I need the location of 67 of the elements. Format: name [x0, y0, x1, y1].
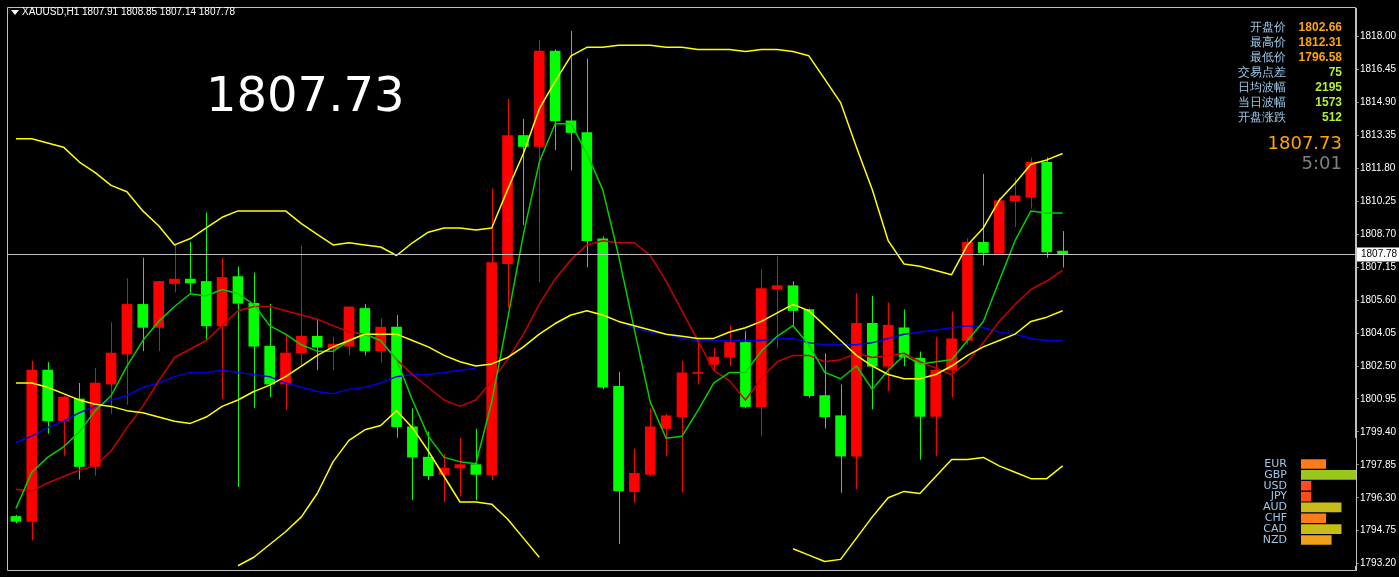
chart-title: XAUUSD,H1 1807.91 1808.85 1807.14 1807.78 [22, 6, 235, 17]
annotation: 1807.73 [206, 66, 405, 122]
annotation: 交易点差 [1238, 65, 1286, 79]
y-tick-label: AUD [1262, 500, 1287, 514]
candlestick [1057, 230, 1068, 268]
y-tick-label: 1816.45 [1360, 63, 1397, 75]
candlestick [185, 241, 196, 294]
annotation: 1812.31 [1298, 35, 1342, 49]
y-tick-label: 1804.05 [1360, 326, 1397, 338]
annotation: 最低价 [1250, 50, 1286, 64]
y-tick-label: 1794.75 [1360, 524, 1397, 536]
candlestick [819, 352, 831, 429]
y-tick-label: 1808.70 [1360, 228, 1397, 240]
y-tick-label: 1800.95 [1360, 392, 1397, 404]
candlestick [311, 319, 323, 371]
bar [1301, 459, 1327, 469]
candlestick [771, 255, 783, 349]
annotation: 2195 [1315, 80, 1342, 94]
candlestick [518, 118, 529, 226]
bar [1301, 524, 1342, 534]
candlestick [629, 448, 640, 504]
candlestick [137, 257, 149, 352]
bar [1301, 535, 1332, 545]
y-tick-label: GBP [1264, 467, 1288, 481]
y-tick-label: 1793.20 [1360, 557, 1397, 569]
y-tick-label: 1818.00 [1360, 30, 1397, 42]
ref-line-label: 1807.78 [1361, 248, 1398, 260]
candlestick [169, 243, 180, 294]
candlestick [724, 324, 735, 367]
candlestick [708, 347, 720, 371]
candlestick [454, 437, 466, 497]
annotation: 当日波幅 [1238, 95, 1286, 109]
bar [1301, 470, 1356, 480]
y-tick-label: 1797.85 [1360, 458, 1397, 470]
candlestick [470, 428, 482, 501]
candlestick [1009, 177, 1021, 228]
y-tick-label: NZD [1262, 532, 1287, 546]
y-tick-label: 1810.25 [1360, 195, 1397, 207]
candlestick [977, 173, 989, 267]
y-tick-label: 1811.80 [1360, 162, 1396, 174]
annotation: 512 [1321, 110, 1342, 124]
annotation: 1796.58 [1298, 50, 1342, 64]
candlestick [296, 245, 307, 367]
y-tick-label: 1805.60 [1360, 293, 1397, 305]
candlestick [692, 341, 704, 386]
annotation: 开盘涨跌 [1238, 110, 1286, 124]
annotation: 1807.73 [1267, 132, 1342, 153]
y-tick-label: EUR [1264, 456, 1288, 470]
annotation: 开盘价 [1250, 20, 1286, 34]
annotation: 日均波幅 [1238, 80, 1286, 94]
annotation: 75 [1328, 65, 1342, 79]
y-tick-label: 1807.15 [1360, 260, 1397, 272]
candlestick [660, 413, 672, 457]
annotation: 最高价 [1250, 35, 1286, 49]
candlestick [422, 430, 434, 481]
y-tick-label: 1813.35 [1360, 129, 1397, 141]
y-tick-label: 1814.90 [1360, 96, 1397, 108]
annotation: 1802.66 [1298, 20, 1342, 34]
y-tick-label: JPY [1269, 489, 1288, 503]
y-tick-label: 1802.50 [1360, 359, 1397, 371]
bar [1301, 502, 1342, 513]
y-tick-label: USD [1263, 478, 1287, 492]
annotation: 5:01 [1301, 152, 1342, 173]
y-tick-label: 1796.30 [1360, 491, 1397, 503]
bar [1301, 513, 1327, 524]
y-tick-label: 1799.40 [1360, 425, 1397, 437]
annotation: 1573 [1315, 95, 1342, 109]
